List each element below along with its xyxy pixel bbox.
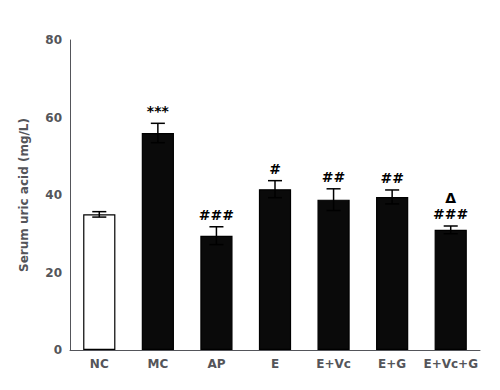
svg-text:Δ: Δ: [445, 190, 456, 206]
svg-text:Serum uric acid (mg/L): Serum uric acid (mg/L): [17, 118, 31, 272]
svg-text:20: 20: [45, 266, 62, 280]
svg-text:E+G: E+G: [378, 357, 406, 371]
svg-text:40: 40: [45, 188, 62, 202]
svg-text:##: ##: [380, 170, 403, 186]
svg-text:###: ###: [433, 206, 468, 222]
svg-text:##: ##: [322, 169, 345, 185]
svg-text:60: 60: [45, 111, 62, 125]
svg-text:NC: NC: [90, 357, 109, 371]
svg-text:0: 0: [54, 343, 62, 357]
svg-text:E: E: [271, 357, 279, 371]
svg-text:E+Vc+G: E+Vc+G: [423, 357, 478, 371]
svg-text:MC: MC: [147, 357, 168, 371]
svg-text:80: 80: [45, 33, 62, 47]
svg-text:***: ***: [147, 103, 170, 119]
svg-text:###: ###: [199, 207, 234, 223]
svg-text:#: #: [269, 161, 281, 177]
svg-text:E+Vc: E+Vc: [316, 357, 351, 371]
svg-text:AP: AP: [207, 357, 225, 371]
